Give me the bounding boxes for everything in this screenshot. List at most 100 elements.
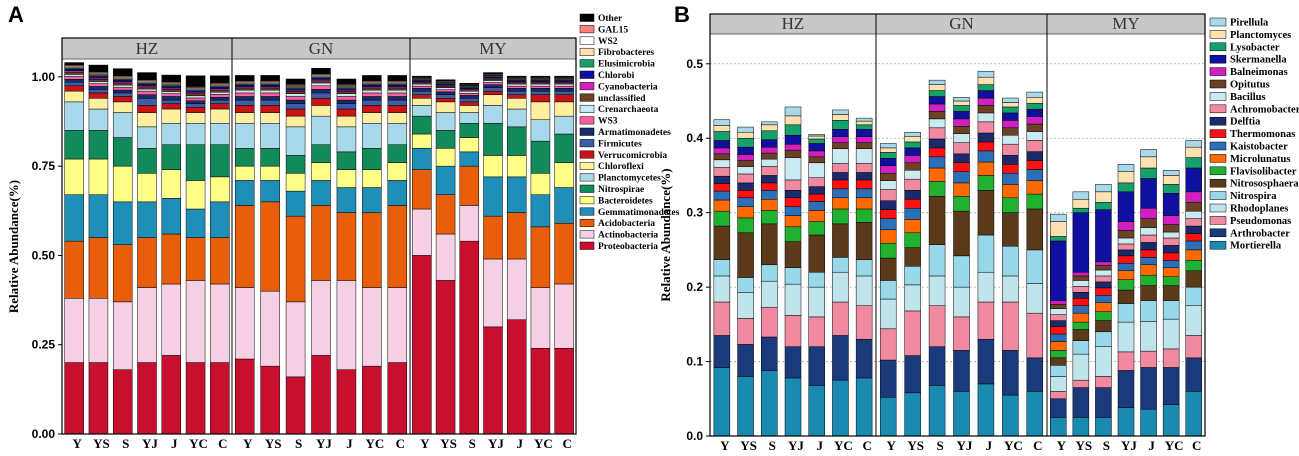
bar-segment-my-s-armatimonadetes [459, 95, 480, 99]
strip-label: GN [949, 14, 974, 33]
bar-segment-hz-ys-skermanella [737, 146, 754, 155]
bar-segment-gn-c-ws3 [387, 92, 408, 97]
bar-segment-hz-yj-unclassified [137, 86, 157, 90]
bar-segment-my-y-balneimonas [1050, 300, 1067, 305]
bar-segment-hz-s-verrucomicrobia [112, 96, 133, 103]
bar-segment-my-j-pseudomonas [1140, 350, 1157, 368]
panel-a: AY YS S YJ J YC C Y YS S YJ J YC C Y YS S YJ J YC CHZ GN MY0.0… [6, 2, 680, 451]
bar-segment-my-ys-opitutus [1072, 275, 1090, 281]
bar-segment-hz-s-opitutus [761, 152, 778, 160]
bar-segment-my-c-microlunatus [1185, 249, 1202, 261]
bar-segment-gn-yc-planctomycetes [362, 123, 382, 149]
bar-segment-gn-c-achromobacter [1026, 140, 1044, 152]
bar-segment-my-ys-nitrospirae [435, 130, 456, 149]
bar-segment-my-yc-mortierella [1162, 404, 1180, 437]
bar-segment-my-c-acidobacteria [554, 223, 574, 285]
bar-segment-gn-ys-lysobacter [904, 141, 921, 149]
bar-segment-hz-j-crenarchaeota [161, 91, 182, 94]
bar-segment-my-ys-chloroflexi [435, 101, 456, 113]
strip-label: GN [309, 39, 334, 58]
bar-segment-my-yj-planctomyces [1117, 171, 1135, 184]
bar-segment-gn-s-pirellula [928, 79, 946, 85]
bar-segment-my-ys-bacillus [1072, 280, 1090, 287]
bar-segment-hz-c-rhodoplanes [855, 275, 873, 306]
bar-segment-my-c-achromobacter [1185, 218, 1202, 227]
bar-segment-hz-s-rhodoplanes [761, 280, 778, 308]
bar-segment-my-ys-lysobacter [1072, 207, 1090, 213]
bar-segment-gn-y-actinobacteria [234, 287, 255, 360]
bar-segment-gn-yj-nitrososphaera [953, 210, 970, 257]
bar-segment-my-c-actinobacteria [554, 283, 574, 349]
bar-segment-gn-s-flavisolibacter [928, 181, 946, 197]
bar-segment-gn-s-bacteroidetes [285, 173, 306, 192]
bar-segment-my-yj-rhodoplanes [1117, 321, 1135, 353]
x-tick-label: S [122, 436, 129, 451]
bar-segment-gn-c-rhodoplanes [1026, 283, 1044, 314]
legend-label: Achromobacter [1230, 104, 1299, 115]
x-tick-label: YC [1165, 438, 1184, 453]
legend-swatch [1209, 154, 1227, 163]
bar-segment-hz-c-ws3 [210, 94, 230, 98]
x-tick-label: YC [534, 436, 553, 451]
bar-segment-gn-ys-gemmatimonadetes [260, 180, 280, 203]
bar-segment-hz-j-thermomonas [808, 193, 825, 202]
bar-segment-my-yc-opitutus [1162, 224, 1180, 233]
bar-segment-gn-c-nitrososphaera [1026, 208, 1044, 251]
bar-segment-hz-j-pirellula [808, 134, 825, 137]
bar-segment-hz-c-nitrospira [855, 259, 873, 277]
bar-segment-gn-yc-gemmatimonadetes [362, 187, 382, 213]
bar-segment-my-s-thermomonas [1095, 287, 1112, 296]
bar-segment-gn-yc-nitrospira [1002, 245, 1019, 277]
legend-swatch [579, 207, 595, 216]
bar-segment-hz-ys-nitrospira [737, 277, 754, 293]
y-tick-label: 0.25 [32, 338, 56, 352]
bar-segment-hz-s-lysobacter [761, 130, 778, 140]
bar-segment-gn-j-nitrospirae [336, 151, 357, 170]
bar-segment-gn-s-achromobacter [928, 127, 946, 140]
bar-segment-my-yj-thermomonas [1117, 255, 1135, 264]
bar-segment-my-j-verrucomicrobia [506, 94, 527, 99]
bar-segment-hz-ys-other [88, 64, 109, 73]
bar-segment-hz-y-microlunatus [713, 199, 731, 212]
bar-segment-gn-yc-actinobacteria [362, 287, 382, 367]
bar-segment-gn-ys-microlunatus [904, 219, 921, 234]
bar-segment-my-yj-ws3 [483, 82, 503, 85]
strip-label: HZ [136, 39, 159, 58]
bar-segment-hz-yc-pirellula [832, 109, 849, 115]
bar-segment-gn-y-gemmatimonadetes [234, 180, 255, 206]
bar-segment-gn-s-firmicutes [285, 103, 306, 110]
bar-segment-my-y-arthrobacter [1050, 398, 1067, 418]
bar-segment-gn-yj-nitrospirae [311, 144, 331, 163]
bar-segment-hz-c-flavisolibacter [855, 208, 873, 223]
bar-segment-my-c-verrucomicrobia [554, 94, 574, 103]
bar-segment-my-c-ws3 [554, 85, 574, 89]
bar-segment-my-yc-kaistobacter [1162, 260, 1180, 269]
bar-segment-hz-y-other [64, 62, 84, 66]
bar-segment-hz-c-microlunatus [855, 197, 873, 210]
strip-label: HZ [782, 14, 805, 33]
bar-segment-gn-y-chloroflexi [234, 112, 255, 124]
bar-segment-gn-yc-microlunatus [1002, 184, 1019, 199]
bar-segment-hz-ys-nitrososphaera [737, 232, 754, 278]
bar-segment-my-j-planctomyces [1140, 156, 1157, 169]
bar-segment-hz-j-bacteroidetes [161, 169, 182, 199]
bar-segment-my-y-crenarchaeota [412, 83, 432, 87]
bar-segment-gn-s-crenarchaeota [285, 93, 306, 97]
legend-swatch [1209, 191, 1227, 200]
bar-segment-gn-y-bacillus [879, 180, 897, 190]
legend-swatch [1209, 42, 1227, 52]
bar-segment-hz-ys-microlunatus [737, 206, 754, 219]
bar-segment-gn-j-pseudomonas [977, 301, 995, 340]
bar-segment-gn-c-planctomycetes [387, 123, 408, 145]
bar-segment-my-y-nitrospira [1050, 365, 1067, 377]
bar-segment-gn-s-nitrososphaera [928, 196, 946, 245]
bar-segment-hz-yc-mortierella [832, 379, 849, 437]
bar-segment-hz-yj-thermomonas [784, 197, 802, 207]
bar-segment-hz-c-unclassified [210, 89, 230, 93]
bar-segment-my-c-kaistobacter [1185, 240, 1202, 251]
bar-segment-hz-yj-nitrospirae [137, 148, 157, 174]
legend-swatch [1209, 79, 1227, 89]
bar-segment-gn-y-kaistobacter [879, 218, 897, 231]
legend-swatch [1209, 54, 1227, 64]
bar-segment-my-s-verrucomicrobia [459, 101, 480, 106]
